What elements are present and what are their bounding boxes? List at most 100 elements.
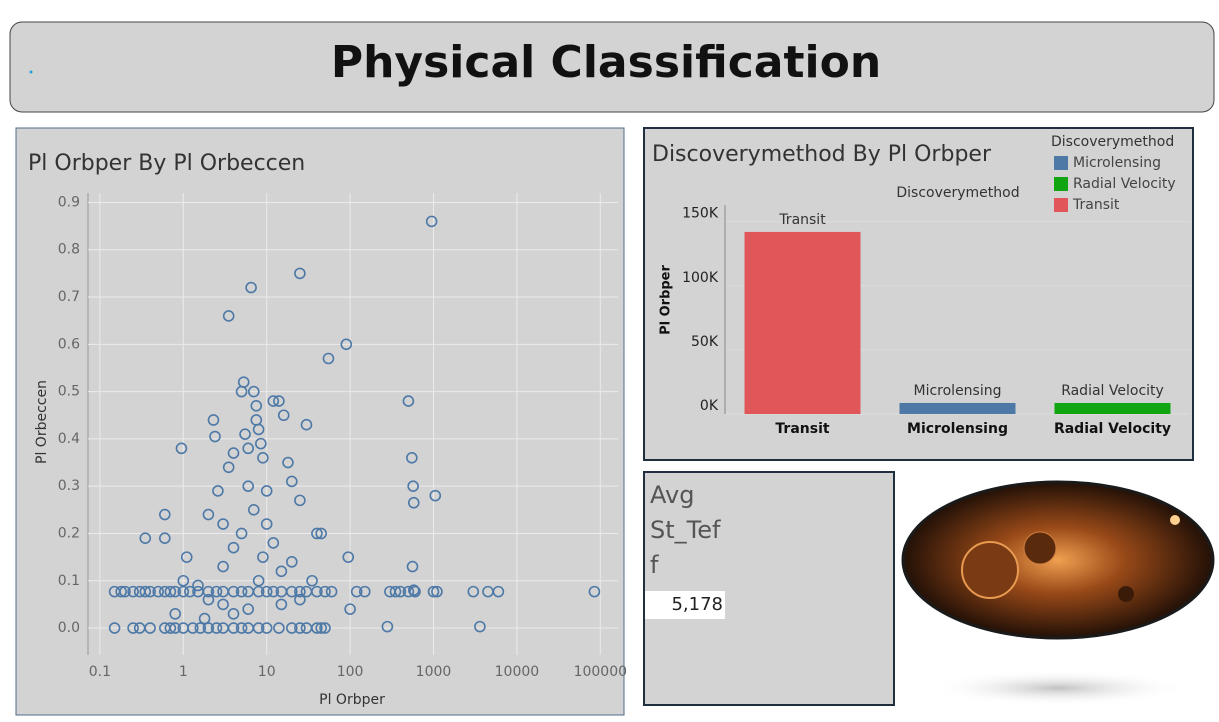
data-point [260,585,273,598]
data-point [275,598,288,611]
page-title: Physical Classification [331,37,881,88]
data-point [267,537,280,549]
data-point [235,622,248,634]
data-point [257,551,269,563]
data-point [322,352,335,365]
legend-title: Discoverymethod [1051,134,1174,150]
data-point [127,622,139,634]
data-point [184,585,196,598]
planet-image [901,480,1215,640]
data-point [273,622,285,634]
data-point [294,494,306,507]
data-point [169,585,182,598]
data-point [467,585,480,598]
data-point [406,560,419,573]
data-point [255,437,267,450]
data-point [209,430,221,443]
data-point [409,585,421,598]
y-tick-label: 0.7 [58,289,80,305]
data-point [227,608,240,620]
data-point [210,585,223,598]
data-point [273,395,285,407]
data-point [227,447,240,459]
data-point [115,585,127,598]
data-point [311,622,323,634]
data-point [267,395,280,407]
data-point [144,585,156,598]
data-point [252,423,265,436]
data-point [169,608,182,620]
data-point [294,267,306,280]
data-point [139,585,152,598]
bar-label: Transit [778,212,826,228]
x-tick-label: 100000 [574,664,627,680]
data-point [267,585,280,598]
data-point [177,574,190,587]
data-point [158,508,171,521]
bar-label: Microlensing [914,383,1002,399]
planet [961,541,1019,599]
data-point [235,527,248,540]
chart-title: Discoverymethod By Pl Orbper [652,142,992,167]
y-tick-label: 0.2 [58,525,80,541]
data-point [282,456,294,469]
scatter-panel [15,127,625,716]
data-point [212,485,224,497]
data-point [227,622,240,634]
data-point [394,585,407,598]
data-point [252,585,265,598]
data-point [275,565,288,578]
data-point [158,532,171,544]
data-point [429,489,442,502]
data-point [402,395,415,407]
data-point [342,551,355,563]
x-tick-label: Transit [775,421,829,437]
data-point [169,622,182,634]
legend-label: Radial Velocity [1073,176,1176,192]
y-axis-title: Pl Orbeccen [34,380,50,464]
data-point [252,574,265,587]
image-shadow [928,670,1188,706]
data-point [406,452,418,464]
data-point [164,622,177,634]
data-point [180,551,193,563]
data-point [108,622,121,634]
data-point [407,584,420,597]
data-point [222,461,235,474]
data-point [202,585,215,598]
x-tick-label: 0.1 [89,664,111,680]
legend-label: Transit [1072,197,1120,213]
data-point [177,585,190,598]
data-point [164,585,177,598]
chart-title: Pl Orbper By Pl Orbeccen [28,151,305,176]
data-point [257,452,269,464]
data-point [217,598,229,611]
bar [744,231,861,414]
data-point [425,215,438,228]
x-axis-title: Pl Orbper [319,692,385,708]
y-tick-label: 50K [691,334,719,350]
data-point [247,385,260,398]
data-point [187,622,199,634]
x-tick-label: 100 [337,664,364,680]
data-point [242,442,254,455]
data-point [217,560,229,573]
x-tick-label: Radial Velocity [1054,421,1171,437]
data-point [237,376,250,388]
data-point [588,585,601,598]
bar-label: Radial Velocity [1061,383,1164,399]
y-tick-label: 0.5 [58,384,80,400]
y-tick-label: 0.0 [58,620,80,636]
data-point [144,622,156,634]
data-point [358,585,371,598]
data-point [294,593,306,606]
data-point [286,556,298,568]
data-point [277,409,290,422]
data-point [194,622,207,634]
data-point [319,622,331,634]
data-point [340,338,353,351]
kpi-value: 5,178 [645,591,725,619]
y-tick-label: 0.9 [58,194,80,210]
data-point [427,585,440,598]
